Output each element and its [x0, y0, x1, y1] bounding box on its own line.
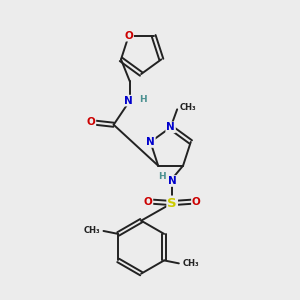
Text: CH₃: CH₃	[83, 226, 100, 236]
Text: S: S	[167, 196, 177, 210]
Text: O: O	[144, 196, 152, 207]
Text: N: N	[146, 137, 155, 147]
Text: O: O	[192, 196, 201, 207]
Text: O: O	[87, 117, 95, 128]
Text: N: N	[166, 122, 175, 132]
Text: CH₃: CH₃	[182, 259, 199, 268]
Text: O: O	[124, 31, 133, 41]
Text: N: N	[124, 96, 133, 106]
Text: H: H	[139, 94, 147, 103]
Text: H: H	[158, 172, 165, 181]
Text: N: N	[168, 176, 177, 186]
Text: CH₃: CH₃	[179, 103, 196, 112]
